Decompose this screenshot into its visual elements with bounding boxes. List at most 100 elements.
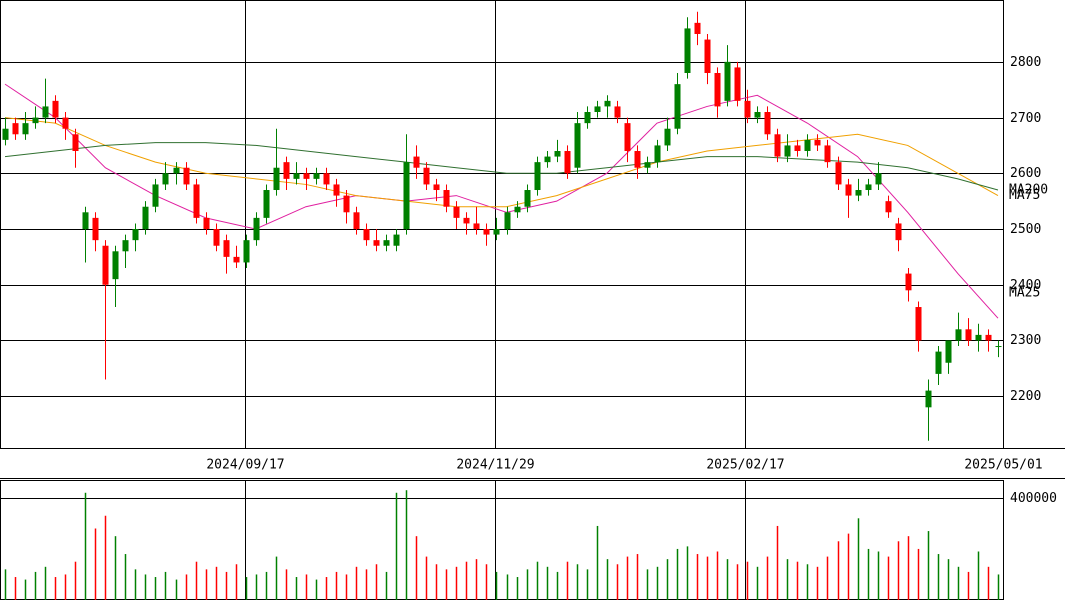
candle-body bbox=[885, 201, 892, 213]
candle-body bbox=[413, 156, 420, 168]
candle-body bbox=[383, 240, 390, 246]
candle-body bbox=[82, 212, 89, 230]
candle-body bbox=[333, 184, 340, 196]
candle-body bbox=[845, 184, 852, 196]
x-tick-label: 2025/02/17 bbox=[706, 458, 784, 473]
candle-body bbox=[604, 100, 611, 107]
x-tick-label: 2024/09/17 bbox=[206, 458, 284, 473]
candle-body bbox=[544, 156, 551, 163]
y-tick-label: 2500 bbox=[1010, 222, 1041, 237]
candle-body bbox=[985, 334, 992, 341]
candle-body bbox=[704, 39, 711, 73]
candle-body bbox=[62, 117, 69, 129]
candle-body bbox=[102, 245, 109, 285]
candle-body bbox=[824, 145, 831, 163]
candle-body bbox=[233, 256, 240, 263]
candle-body bbox=[483, 229, 490, 235]
candle-body bbox=[12, 123, 19, 135]
candle-body bbox=[493, 229, 500, 235]
candle-body bbox=[614, 106, 621, 118]
y-tick-label: 2400 bbox=[1010, 278, 1041, 293]
candle-body bbox=[634, 151, 641, 168]
candle-body bbox=[714, 72, 721, 107]
candle-body bbox=[42, 106, 49, 118]
candle-body bbox=[193, 184, 200, 218]
candle-body bbox=[955, 329, 962, 341]
candle-body bbox=[173, 167, 180, 174]
candle-body bbox=[794, 145, 801, 152]
ma-label: MA25 bbox=[1009, 286, 1040, 301]
candle-body bbox=[303, 173, 310, 179]
candle-body bbox=[554, 151, 561, 157]
candle-body bbox=[433, 184, 440, 191]
candle-body bbox=[92, 217, 99, 241]
candle-body bbox=[784, 145, 791, 157]
candle-body bbox=[764, 112, 771, 135]
candle-body bbox=[423, 167, 430, 185]
candle-body bbox=[814, 139, 821, 146]
candle-body bbox=[353, 212, 360, 230]
candle-body bbox=[975, 334, 982, 341]
candle-body bbox=[664, 128, 671, 146]
candle-body bbox=[112, 251, 119, 280]
price-frame bbox=[0, 0, 1004, 449]
candle-body bbox=[754, 112, 761, 118]
candle-body bbox=[403, 162, 410, 230]
candle-body bbox=[132, 229, 139, 241]
y-tick-label: 2200 bbox=[1010, 389, 1041, 404]
candle-body bbox=[724, 61, 731, 101]
candle-body bbox=[644, 162, 651, 168]
candle-body bbox=[564, 151, 571, 174]
candle-body bbox=[835, 162, 842, 185]
candle-body bbox=[142, 206, 149, 230]
candle-body bbox=[203, 217, 210, 230]
candle-body bbox=[925, 390, 932, 408]
candle-body bbox=[855, 190, 862, 196]
candle-body bbox=[584, 112, 591, 124]
candle-body bbox=[213, 229, 220, 246]
x-tick-label: 2025/05/01 bbox=[964, 458, 1042, 473]
candle-body bbox=[363, 229, 370, 241]
candle-body bbox=[674, 84, 681, 129]
candle-body bbox=[594, 106, 601, 112]
candle-body bbox=[965, 329, 972, 341]
y-tick-label: 400000 bbox=[1010, 491, 1057, 506]
candle-body bbox=[945, 340, 952, 363]
candle-body bbox=[243, 240, 250, 263]
candle-body bbox=[22, 123, 29, 135]
candle-body bbox=[734, 67, 741, 101]
candle-body bbox=[514, 206, 521, 213]
candle-body bbox=[574, 123, 581, 168]
candle-body bbox=[443, 190, 450, 207]
candle-body bbox=[915, 307, 922, 341]
candle-body bbox=[373, 240, 380, 246]
candle-body bbox=[504, 212, 511, 230]
candle-body bbox=[52, 100, 59, 118]
candle-body bbox=[744, 100, 751, 118]
y-tick-label: 2300 bbox=[1010, 333, 1041, 348]
candle-body bbox=[183, 167, 190, 185]
candle-body bbox=[223, 240, 230, 257]
y-tick-label: 2700 bbox=[1010, 111, 1041, 126]
ma-label: MA75 bbox=[1009, 188, 1040, 203]
candle-body bbox=[2, 128, 9, 140]
candle-body bbox=[283, 162, 290, 179]
y-tick-label: 2600 bbox=[1010, 166, 1041, 181]
candle-body bbox=[313, 173, 320, 179]
candle-body bbox=[293, 173, 300, 179]
candle-body bbox=[473, 223, 480, 230]
y-tick-label: 2800 bbox=[1010, 55, 1041, 70]
candle-body bbox=[453, 206, 460, 218]
ma-label: MA200 bbox=[1009, 183, 1048, 198]
candle-body bbox=[72, 134, 79, 152]
candle-body bbox=[694, 22, 701, 34]
moving-average bbox=[4, 142, 999, 191]
candle-body bbox=[654, 145, 661, 163]
candle-body bbox=[152, 184, 159, 207]
candle-body bbox=[524, 190, 531, 207]
candle-body bbox=[253, 217, 260, 241]
moving-average bbox=[4, 117, 999, 208]
candle-body bbox=[534, 162, 541, 191]
candle-body bbox=[995, 346, 1002, 348]
x-tick-label: 2024/11/29 bbox=[456, 458, 534, 473]
